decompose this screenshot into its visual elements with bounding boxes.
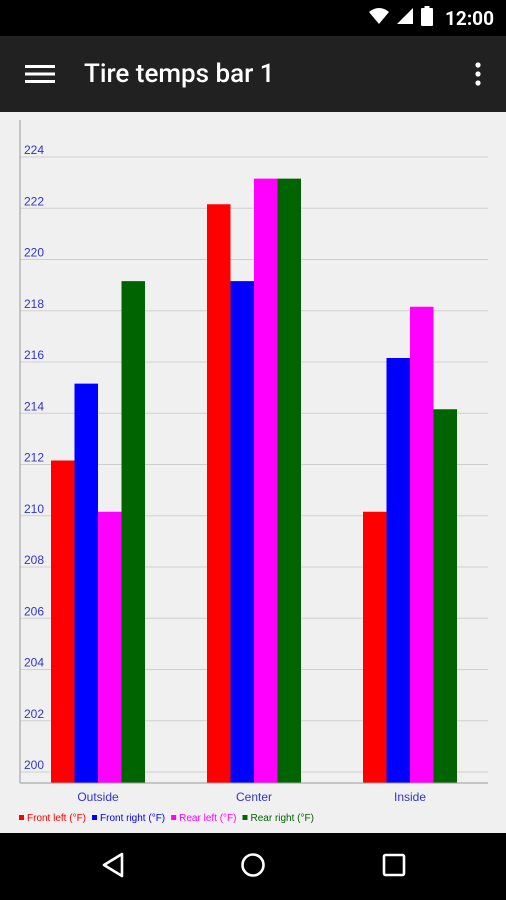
legend-swatch (171, 815, 177, 820)
y-tick-label: 218 (24, 297, 44, 311)
status-bar: 12:00 (0, 0, 506, 36)
bar-inside-1 (363, 511, 387, 783)
home-button[interactable] (229, 843, 277, 891)
x-category-label: Inside (394, 790, 426, 804)
legend-label: Rear left (°F) (179, 813, 236, 824)
bar-chart: 200 202 204 206 208 210 212 214 216 218 220 222 224 O… (19, 120, 488, 824)
bar-center-2 (230, 281, 254, 783)
legend-swatch (92, 815, 98, 820)
bar-outside-3 (98, 511, 122, 783)
legend-label: Rear right (°F) (250, 813, 313, 824)
y-tick-label: 224 (24, 143, 44, 157)
x-category-label: Center (236, 790, 272, 804)
back-button[interactable] (89, 843, 137, 891)
page-title: Tire temps bar 1 (84, 59, 275, 89)
wifi-icon (369, 7, 390, 29)
back-icon (101, 852, 125, 882)
legend-label: Front right (°F) (100, 813, 165, 824)
y-tick-label: 220 (24, 246, 44, 260)
bar-inside-3 (410, 306, 434, 783)
bar-center-4 (277, 178, 301, 783)
legend-swatch (242, 815, 248, 820)
more-vertical-icon (475, 62, 481, 90)
menu-button[interactable] (18, 58, 62, 94)
app-bar: Tire temps bar 1 (0, 36, 506, 112)
status-time: 12:00 (445, 6, 494, 30)
y-tick-label: 200 (24, 758, 44, 772)
navigation-bar (0, 833, 506, 900)
status-icons: 12:00 (369, 0, 494, 36)
legend-label: Front left (°F) (27, 813, 86, 824)
y-tick-label: 212 (24, 451, 44, 465)
y-tick-label: 202 (24, 707, 44, 721)
y-tick-label: 210 (24, 502, 44, 516)
bar-center-1 (207, 204, 231, 783)
home-icon (240, 852, 266, 882)
bar-inside-2 (386, 358, 410, 783)
legend-swatch (19, 815, 24, 820)
y-tick-label: 214 (24, 399, 44, 413)
x-category-label: Outside (77, 790, 119, 804)
bar-outside-1 (51, 460, 75, 783)
y-tick-label: 204 (24, 656, 44, 670)
bar-outside-4 (121, 281, 145, 783)
chart-area: 200 202 204 206 208 210 212 214 216 218 220 222 224 O… (0, 112, 506, 833)
y-tick-label: 208 (24, 553, 44, 567)
bar-outside-2 (74, 383, 98, 783)
bar-inside-4 (433, 409, 457, 783)
overflow-menu-button[interactable] (466, 58, 490, 94)
y-tick-label: 222 (24, 194, 44, 208)
recents-button[interactable] (370, 843, 418, 891)
bar-center-3 (254, 178, 278, 783)
y-tick-label: 216 (24, 348, 44, 362)
cell-signal-icon (397, 7, 414, 29)
recents-icon (382, 853, 406, 881)
y-tick-label: 206 (24, 604, 44, 618)
battery-icon (421, 6, 434, 30)
hamburger-menu-icon (25, 64, 55, 88)
